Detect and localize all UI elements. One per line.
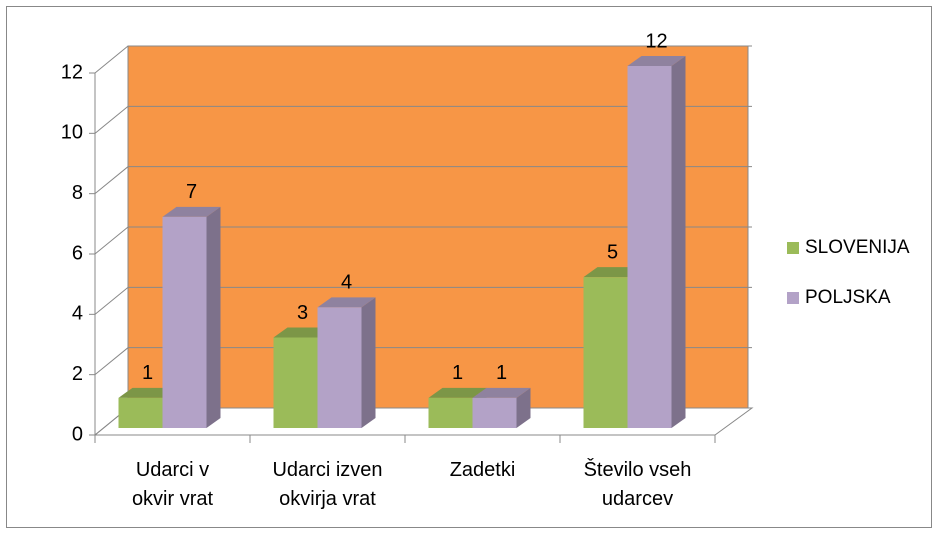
side-grid-line [94,105,129,134]
y-tick-label: 12 [61,61,83,83]
bar-top [118,387,177,398]
data-label: 1 [496,362,507,384]
data-label: 1 [452,362,463,384]
bar [428,397,473,428]
data-label: 7 [186,181,197,203]
bar-top [428,387,487,398]
data-label: 3 [297,302,308,324]
x-tick-label: Število vseh udarcev [584,458,692,510]
bar-top [627,56,686,66]
legend-swatch [787,242,799,254]
legend-label: SLOVENIJA [805,237,910,258]
bar-top [162,206,221,217]
side-grid-line [94,166,129,195]
bar [118,397,163,428]
bar [627,66,672,428]
y-tick-label: 0 [72,423,83,445]
bar-side [361,297,376,428]
bar-side [206,206,221,428]
y-tick-label: 4 [72,303,83,325]
x-tick-label: Udarci v okvir vrat [132,459,214,510]
bar [273,337,318,428]
bar-side [671,56,686,428]
y-tick-label: 8 [72,182,83,204]
data-label: 5 [607,241,618,263]
side-grid-line [94,45,129,74]
bar-side [516,387,531,428]
bar [317,307,362,428]
bar-top [317,297,376,308]
data-label: 1 [142,362,153,384]
data-label: 4 [341,272,352,294]
y-tick-label: 2 [72,363,83,385]
y-tick-label: 6 [72,242,83,264]
legend-label: POLJSKA [805,287,891,308]
bar [472,397,517,428]
y-tick-label: 10 [61,122,83,144]
x-tick-label: Udarci izven okvirja vrat [272,459,382,510]
bar [162,216,207,428]
side-grid-line [94,286,129,315]
data-label: 12 [645,30,667,52]
bar-top [583,267,642,278]
side-grid-line [94,226,129,255]
bar [583,277,628,428]
bar-top [273,327,332,338]
legend-swatch [787,292,799,304]
bar-top [472,387,531,398]
x-tick-label: Zadetki [450,459,516,481]
side-grid-line [94,347,129,376]
